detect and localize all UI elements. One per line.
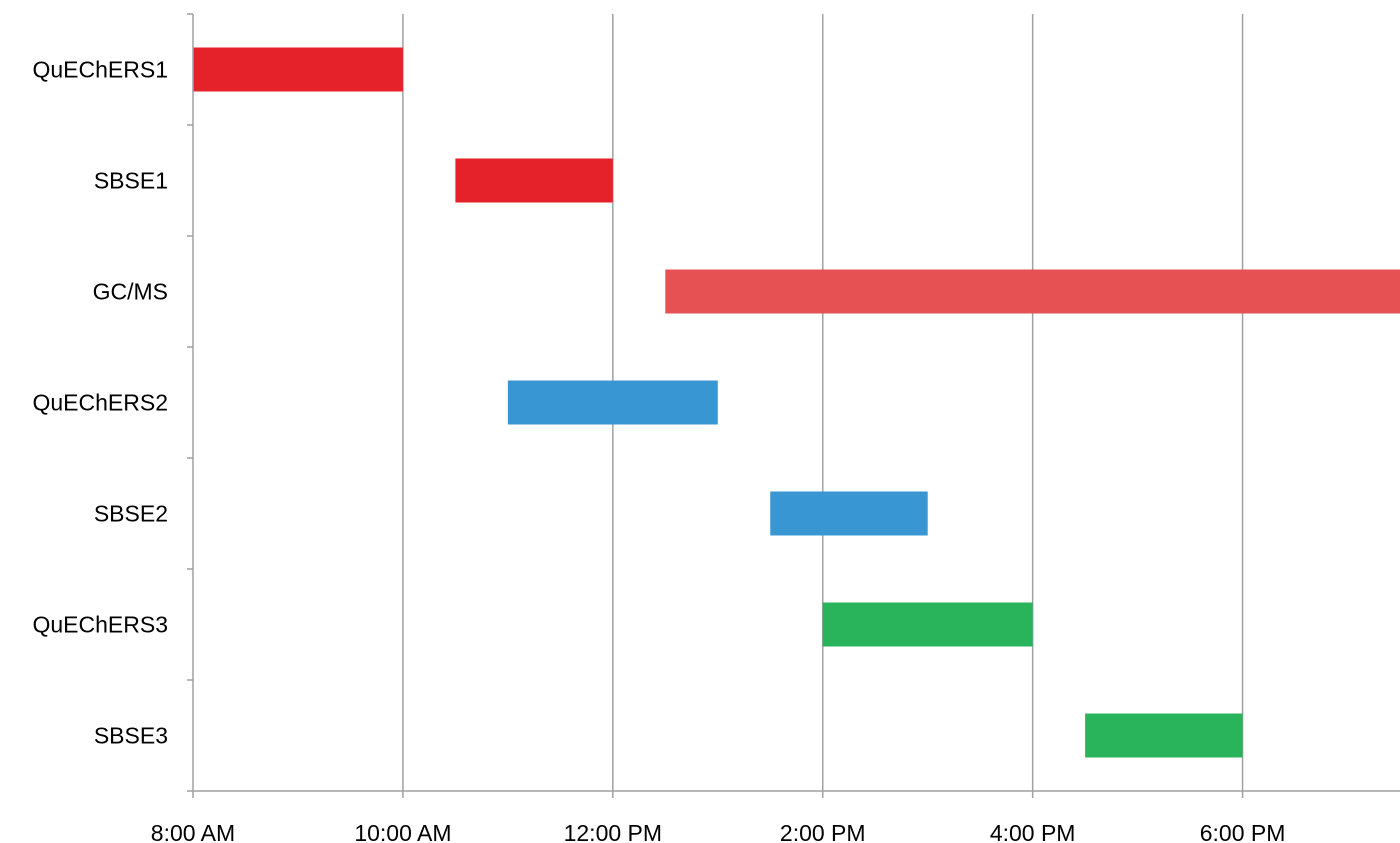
x-tick-label: 10:00 AM: [354, 820, 451, 843]
task-label: SBSE3: [94, 723, 168, 749]
bar-quechers3: [822, 602, 1033, 647]
bar-gc-ms: [665, 269, 1400, 314]
x-tick-label: 4:00 PM: [990, 820, 1076, 843]
task-label: QuEChERS3: [32, 612, 168, 638]
task-labels: QuEChERS1 SBSE1 GC/MS QuEChERS2 SBSE2 QuEChER…: [32, 57, 168, 749]
bar-quechers2: [507, 380, 718, 425]
x-tick-label: 8:00 AM: [151, 820, 235, 843]
bar-sbse2: [770, 491, 928, 536]
bar-sbse3: [1085, 713, 1243, 758]
x-tick-label: 12:00 PM: [564, 820, 662, 843]
task-bars: [193, 47, 1400, 758]
task-label: QuEChERS1: [32, 57, 168, 83]
axes: [187, 13, 1400, 798]
bar-sbse1: [455, 158, 613, 203]
time-tick-labels: 8:00 AM 10:00 AM 12:00 PM 2:00 PM 4:00 PM 6:0…: [151, 820, 1286, 843]
task-label: SBSE2: [94, 501, 168, 527]
task-label: QuEChERS2: [32, 390, 168, 416]
bar-quechers1: [193, 47, 403, 92]
x-tick-label: 2:00 PM: [780, 820, 866, 843]
task-label: SBSE1: [94, 168, 168, 194]
gridlines: [402, 14, 1244, 791]
x-tick-label: 6:00 PM: [1200, 820, 1286, 843]
task-label: GC/MS: [93, 279, 168, 305]
